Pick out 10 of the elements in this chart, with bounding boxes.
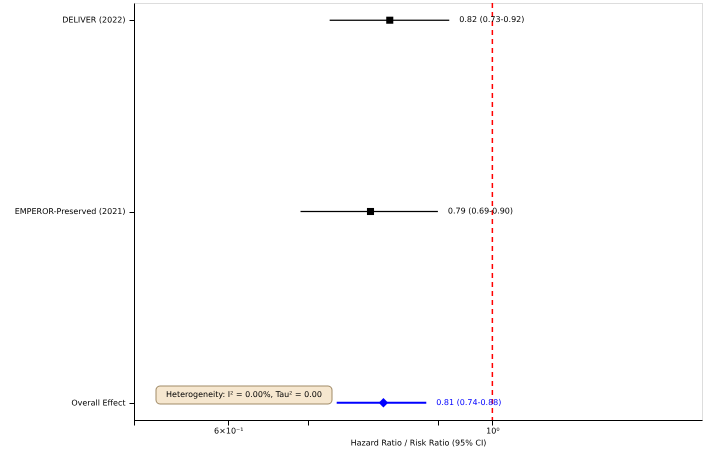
x-axis-title: Hazard Ratio / Risk Ratio (95% CI) — [350, 438, 486, 448]
y-tick-label: Overall Effect — [71, 398, 126, 408]
annotation: Heterogeneity: I² = 0.00%, Tau² = 0.00 — [166, 390, 322, 399]
y-tick-label: DELIVER (2022) — [62, 16, 126, 25]
x-tick-label: 6×10⁻¹ — [214, 426, 244, 436]
annotation: 0.79 (0.69-0.90) — [448, 206, 514, 216]
y-tick-label: EMPEROR-Preserved (2021) — [14, 207, 126, 216]
annotation: 0.81 (0.74-0.88) — [436, 398, 502, 407]
annotation: 0.82 (0.73-0.92) — [459, 15, 524, 24]
x-tick-label: 10⁰ — [486, 426, 500, 436]
